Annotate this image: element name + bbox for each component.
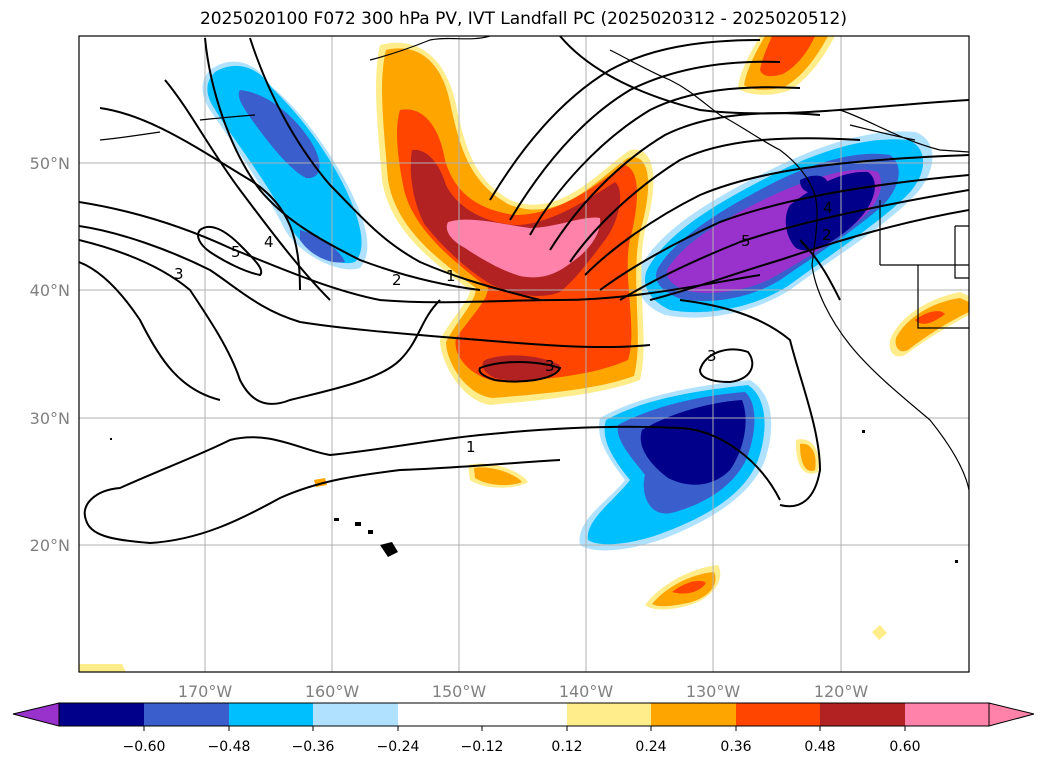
colorbar-tick-label: 0.24: [635, 739, 666, 755]
contour-label: 1: [446, 267, 456, 285]
contour-label: 2: [392, 271, 402, 289]
colorbar-swatch: [651, 703, 736, 726]
longitude-labels: 170°W 160°W 150°W 140°W 130°W 120°W: [178, 682, 869, 701]
contour-label: 5: [231, 243, 241, 261]
colorbar-swatch: [59, 703, 144, 726]
lon-label: 150°W: [432, 682, 487, 701]
colorbar-tick-label: 0.36: [720, 739, 751, 755]
colorbar-swatch: [736, 703, 820, 726]
positive-anomaly-gulf-alaska: [738, 36, 835, 95]
map-panel: 5 4 3 2 1 3 3 1 5 4 2: [79, 36, 969, 672]
contour-label: 1: [466, 438, 476, 456]
lon-label: 130°W: [686, 682, 741, 701]
positive-anomaly-small-patches: [79, 292, 969, 672]
contour-labels: 5 4 3 2 1 3 3 1 5 4 2: [174, 199, 833, 456]
islands: [110, 430, 958, 563]
colorbar-swatch: [229, 703, 313, 726]
lon-label: 120°W: [814, 682, 869, 701]
lat-label: 20°N: [30, 536, 70, 555]
colorbar-tick-label: −0.48: [208, 739, 251, 755]
contour-label: 4: [823, 199, 833, 217]
lat-label: 30°N: [30, 409, 70, 428]
colorbar-swatch: [144, 703, 229, 726]
contour-label: 3: [174, 265, 184, 283]
colorbar-tick-label: −0.24: [377, 739, 420, 755]
colorbar-swatch: [905, 703, 989, 726]
colorbar: −0.60 −0.48 −0.36 −0.24 −0.12 0.12 0.24 …: [12, 702, 1035, 755]
map-title: 2025020100 F072 300 hPa PV, IVT Landfall…: [199, 9, 847, 29]
contour-label: 3: [545, 357, 555, 375]
colorbar-tick-label: 0.48: [804, 739, 835, 755]
contour-label: 5: [741, 232, 751, 250]
colorbar-tick-label: −0.36: [292, 739, 335, 755]
lon-label: 160°W: [305, 682, 360, 701]
lon-label: 170°W: [178, 682, 233, 701]
colorbar-tick-label: 0.60: [889, 739, 920, 755]
colorbar-tick-label: −0.60: [123, 739, 166, 755]
colorbar-swatch: [482, 703, 567, 726]
lat-label: 40°N: [30, 281, 70, 300]
contour-label: 2: [822, 226, 832, 244]
colorbar-swatch: [820, 703, 905, 726]
colorbar-tick-label: 0.12: [551, 739, 582, 755]
gridlines: [79, 36, 969, 672]
positive-anomaly-central: [376, 42, 654, 405]
colorbar-outline: [58, 702, 990, 727]
coastlines: [99, 36, 969, 491]
pv-contours: [79, 36, 969, 545]
colorbar-ticks: [143, 726, 906, 731]
contour-label: 3: [707, 347, 717, 365]
map-frame: [78, 35, 970, 673]
colorbar-swatch: [313, 703, 398, 726]
colorbar-swatch: [567, 703, 651, 726]
colorbar-swatch: [398, 703, 482, 726]
lon-label: 140°W: [559, 682, 614, 701]
contour-label: 4: [264, 233, 274, 251]
colorbar-extend-min: [12, 702, 60, 727]
lat-label: 50°N: [30, 154, 70, 173]
colorbar-extend-max: [988, 702, 1035, 727]
latitude-labels: 50°N 40°N 30°N 20°N: [30, 154, 70, 555]
negative-anomaly-subtropical: [579, 380, 772, 551]
colorbar-tick-label: −0.12: [461, 739, 504, 755]
